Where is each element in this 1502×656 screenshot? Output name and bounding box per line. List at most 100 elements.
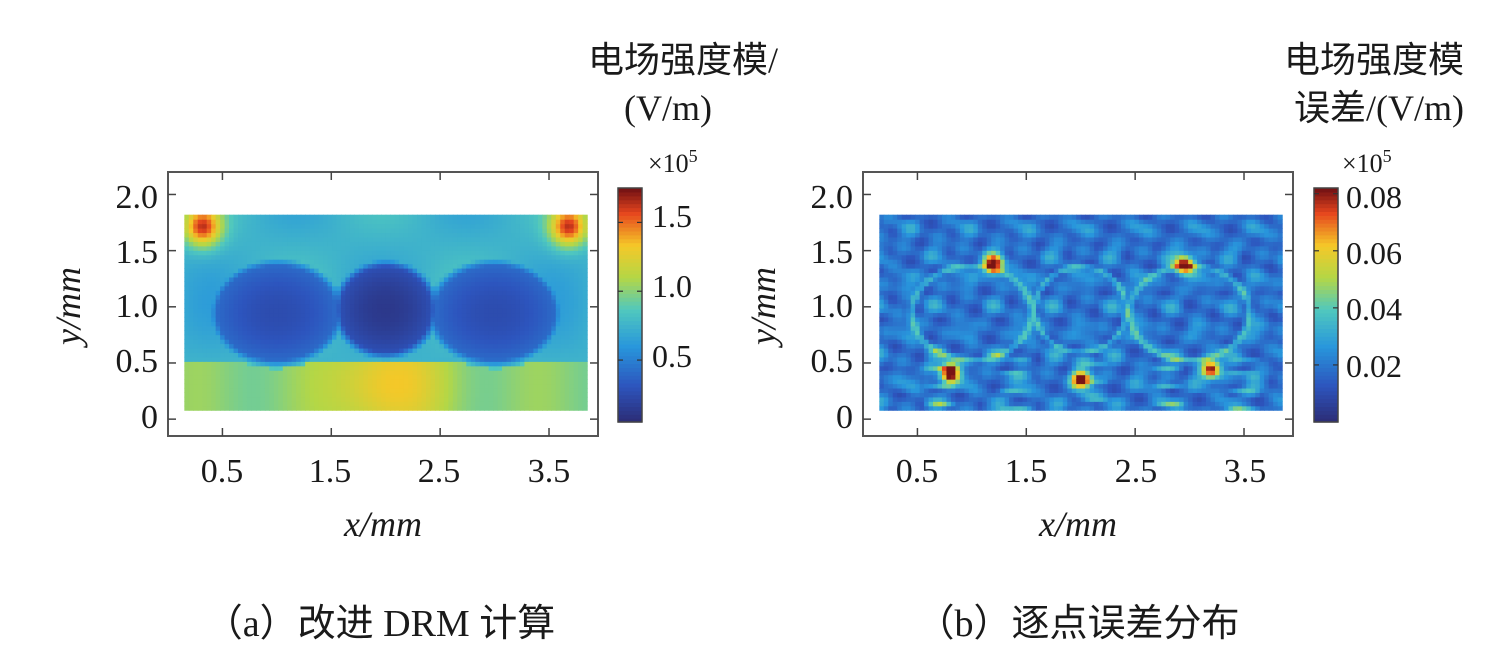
heatmap-cell <box>197 223 203 229</box>
heatmap-cell <box>246 361 253 367</box>
heatmap-cell <box>964 321 970 327</box>
heatmap-cell <box>332 272 338 278</box>
heatmap-cell <box>215 330 221 336</box>
heatmap-cell <box>197 312 203 318</box>
heatmap-cell <box>260 307 266 314</box>
heatmap-cell <box>443 307 449 314</box>
heatmap-cell <box>434 245 441 251</box>
heatmap-cell <box>443 352 449 358</box>
heatmap-cell <box>412 290 418 296</box>
heatmap-cell <box>211 339 217 345</box>
heatmap-cell <box>946 214 952 220</box>
heatmap-cell <box>229 387 235 393</box>
heatmap-cell <box>542 347 548 354</box>
heatmap-cell <box>251 312 257 318</box>
heatmap-cell <box>946 321 952 327</box>
heatmap-cell <box>314 361 320 367</box>
heatmap-cell <box>287 307 293 314</box>
heatmap-cell <box>488 379 494 385</box>
heatmap-cell <box>937 254 943 260</box>
heatmap-cell <box>506 299 512 305</box>
heatmap-cell <box>224 334 230 340</box>
heatmap-cell <box>888 219 894 225</box>
heatmap-cell <box>443 325 449 331</box>
heatmap-cell <box>358 228 364 234</box>
heatmap-cell <box>340 241 347 247</box>
heatmap-cell <box>502 299 508 305</box>
heatmap-cell <box>197 370 203 376</box>
heatmap-cell <box>502 303 508 309</box>
heatmap-cell <box>412 276 418 282</box>
heatmap-cell <box>408 383 414 389</box>
heatmap-cell <box>381 276 387 282</box>
heatmap-cell <box>278 365 284 371</box>
heatmap-cell <box>919 383 925 389</box>
heatmap-cell <box>215 396 221 402</box>
heatmap-cell <box>305 214 311 220</box>
heatmap-cell <box>515 236 521 242</box>
heatmap-cell <box>924 268 930 274</box>
heatmap-cell <box>955 290 961 296</box>
heatmap-cell <box>238 214 244 220</box>
heatmap-cell <box>564 334 570 340</box>
heatmap-cell <box>497 307 503 314</box>
heatmap-cell <box>287 254 293 260</box>
heatmap-cell <box>260 325 266 331</box>
heatmap-cell <box>412 339 418 345</box>
heatmap-cell <box>582 370 588 376</box>
heatmap-cell <box>919 241 925 247</box>
heatmap-cell <box>901 339 907 345</box>
heatmap-cell <box>515 343 521 349</box>
heatmap-cell <box>968 387 974 393</box>
heatmap-cell <box>309 370 315 376</box>
heatmap-cell <box>937 321 943 327</box>
heatmap-cell <box>215 334 221 340</box>
heatmap-cell <box>901 294 907 300</box>
heatmap-cell <box>206 387 212 393</box>
heatmap-cell <box>533 259 539 265</box>
heatmap-cell <box>385 383 391 389</box>
heatmap-cell <box>426 321 432 327</box>
heatmap-cell <box>493 281 499 287</box>
heatmap-cell <box>318 236 324 242</box>
heatmap-cell <box>372 405 378 411</box>
heatmap-cell <box>354 241 360 247</box>
heatmap-cell <box>888 312 894 318</box>
colorbar-segment <box>618 414 642 419</box>
heatmap-cell <box>901 352 907 358</box>
heatmap-cell <box>430 232 436 238</box>
heatmap-cell <box>417 356 423 362</box>
heatmap-cell <box>323 312 329 318</box>
heatmap-cell <box>950 365 957 371</box>
heatmap-cell <box>367 281 373 287</box>
heatmap-cell <box>888 254 894 260</box>
heatmap-cell <box>452 268 458 274</box>
colorbar-segment <box>618 254 642 259</box>
heatmap-cell <box>569 321 575 327</box>
heatmap-cell <box>318 272 324 278</box>
heatmap-cell <box>959 374 965 380</box>
heatmap-cell <box>215 272 221 278</box>
heatmap-cell <box>340 370 347 376</box>
heatmap-cell <box>318 303 324 309</box>
heatmap-cell <box>305 383 311 389</box>
heatmap-cell <box>251 321 257 327</box>
heatmap-cell <box>461 276 467 282</box>
heatmap-cell <box>349 254 355 260</box>
heatmap-cell <box>434 236 441 242</box>
heatmap-cell <box>582 374 588 380</box>
heatmap-cell <box>497 343 503 349</box>
heatmap-cell <box>542 343 548 349</box>
heatmap-cell <box>555 347 561 354</box>
heatmap-cell <box>300 365 306 371</box>
heatmap-cell <box>385 379 391 385</box>
heatmap-cell <box>515 401 521 407</box>
heatmap-cell <box>479 312 485 318</box>
heatmap-cell <box>919 334 925 340</box>
heatmap-cell <box>215 254 221 260</box>
heatmap-cell <box>959 321 965 327</box>
heatmap-cell <box>363 241 369 247</box>
heatmap-cell <box>264 236 270 242</box>
heatmap-cell <box>220 401 226 407</box>
heatmap-cell <box>511 290 517 296</box>
